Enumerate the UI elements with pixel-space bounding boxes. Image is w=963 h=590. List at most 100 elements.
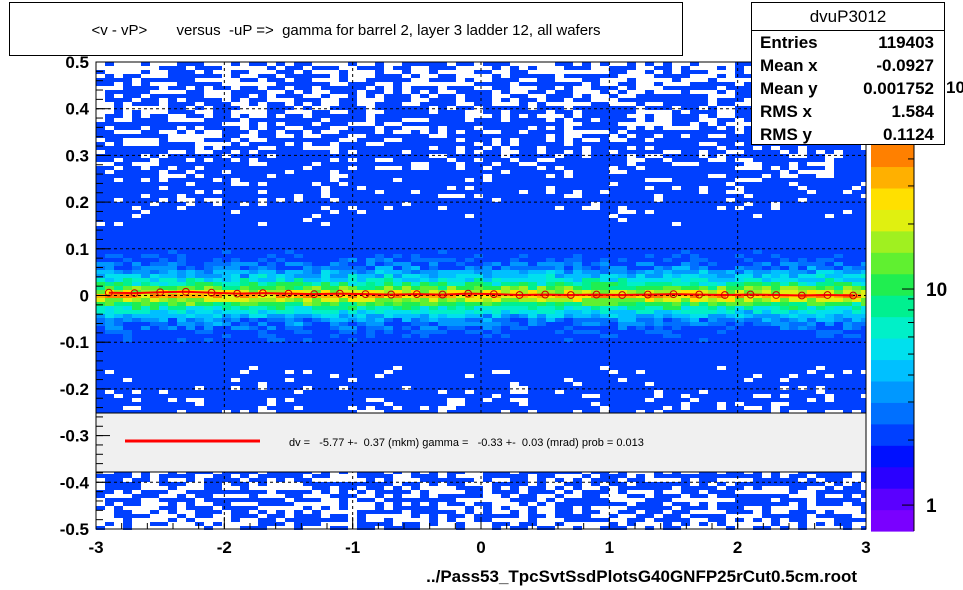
heatmap-cell <box>285 242 294 246</box>
heatmap-cell <box>582 234 591 238</box>
heatmap-cell <box>465 106 474 110</box>
heatmap-cell <box>402 146 411 150</box>
heatmap-cell <box>375 298 384 302</box>
heatmap-cell <box>330 234 339 238</box>
heatmap-cell <box>159 302 168 306</box>
heatmap-cell <box>321 114 330 118</box>
heatmap-cell <box>402 314 411 318</box>
heatmap-cell <box>294 150 303 154</box>
heatmap-cell <box>510 130 519 134</box>
heatmap-cell <box>150 338 159 342</box>
heatmap-cell <box>276 214 285 218</box>
heatmap-cell <box>294 226 303 230</box>
heatmap-cell <box>348 202 357 206</box>
heatmap-cell <box>636 330 645 334</box>
heatmap-cell <box>717 270 726 274</box>
heatmap-cell <box>204 318 213 322</box>
heatmap-cell <box>105 154 114 158</box>
heatmap-cell <box>276 274 285 278</box>
heatmap-cell <box>744 74 753 78</box>
heatmap-cell <box>681 106 690 110</box>
heatmap-cell <box>276 278 285 282</box>
heatmap-cell <box>753 282 762 286</box>
heatmap-cell <box>303 298 312 302</box>
heatmap-cell <box>762 222 771 226</box>
heatmap-cell <box>429 318 438 322</box>
heatmap-cell <box>150 334 159 338</box>
heatmap-cell <box>132 250 141 254</box>
heatmap-cell <box>366 322 375 326</box>
heatmap-cell <box>690 174 699 178</box>
heatmap-cell <box>636 154 645 158</box>
heatmap-cell <box>753 290 762 294</box>
heatmap-cell <box>609 318 618 322</box>
heatmap-cell <box>447 130 456 134</box>
heatmap-cells <box>96 62 866 530</box>
heatmap-cell <box>627 250 636 254</box>
heatmap-cell <box>771 282 780 286</box>
heatmap-cell <box>546 254 555 258</box>
heatmap-cell <box>717 334 726 338</box>
heatmap-cell <box>321 262 330 266</box>
heatmap-cell <box>393 74 402 78</box>
heatmap-cell <box>375 186 384 190</box>
heatmap-cell <box>249 246 258 250</box>
heatmap-cell <box>744 326 753 330</box>
heatmap-cell <box>132 226 141 230</box>
heatmap-cell <box>195 274 204 278</box>
heatmap-cell <box>258 178 267 182</box>
heatmap-cell <box>726 306 735 310</box>
heatmap-cell <box>267 194 276 198</box>
heatmap-cell <box>429 322 438 326</box>
heatmap-cell <box>105 258 114 262</box>
heatmap-cell <box>411 198 420 202</box>
heatmap-cell <box>204 146 213 150</box>
heatmap-cell <box>618 314 627 318</box>
heatmap-cell <box>249 210 258 214</box>
heatmap-cell <box>420 86 429 90</box>
heatmap-cell <box>465 330 474 334</box>
heatmap-cell <box>546 82 555 86</box>
heatmap-cell <box>807 174 816 178</box>
heatmap-cell <box>735 326 744 330</box>
heatmap-cell <box>843 214 852 218</box>
heatmap-cell <box>690 222 699 226</box>
heatmap-cell <box>465 198 474 202</box>
heatmap-cell <box>510 326 519 330</box>
heatmap-cell <box>762 250 771 254</box>
heatmap-cell <box>222 86 231 90</box>
heatmap-cell <box>438 302 447 306</box>
heatmap-cell <box>861 262 866 266</box>
heatmap-cell <box>492 202 501 206</box>
heatmap-cell <box>645 162 654 166</box>
heatmap-cell <box>591 338 600 342</box>
heatmap-cell <box>141 186 150 190</box>
heatmap-cell <box>231 198 240 202</box>
heatmap-cell <box>456 178 465 182</box>
heatmap-cell <box>762 278 771 282</box>
heatmap-cell <box>222 294 231 298</box>
heatmap-cell <box>618 82 627 86</box>
heatmap-cell <box>384 94 393 98</box>
heatmap-cell <box>285 154 294 158</box>
heatmap-cell <box>366 202 375 206</box>
heatmap-cell <box>789 234 798 238</box>
heatmap-cell <box>861 190 866 194</box>
heatmap-cell <box>744 338 753 342</box>
heatmap-cell <box>402 326 411 330</box>
heatmap-cell <box>348 190 357 194</box>
heatmap-cell <box>303 238 312 242</box>
heatmap-cell <box>321 142 330 146</box>
heatmap-cell <box>312 274 321 278</box>
heatmap-cell <box>456 110 465 114</box>
heatmap-cell <box>141 82 150 86</box>
heatmap-cell <box>159 278 168 282</box>
heatmap-cell <box>195 286 204 290</box>
heatmap-cell <box>375 198 384 202</box>
heatmap-cell <box>348 226 357 230</box>
heatmap-cell <box>798 258 807 262</box>
heatmap-cell <box>600 210 609 214</box>
heatmap-cell <box>141 182 150 186</box>
heatmap-cell <box>528 198 537 202</box>
heatmap-cell <box>123 282 132 286</box>
